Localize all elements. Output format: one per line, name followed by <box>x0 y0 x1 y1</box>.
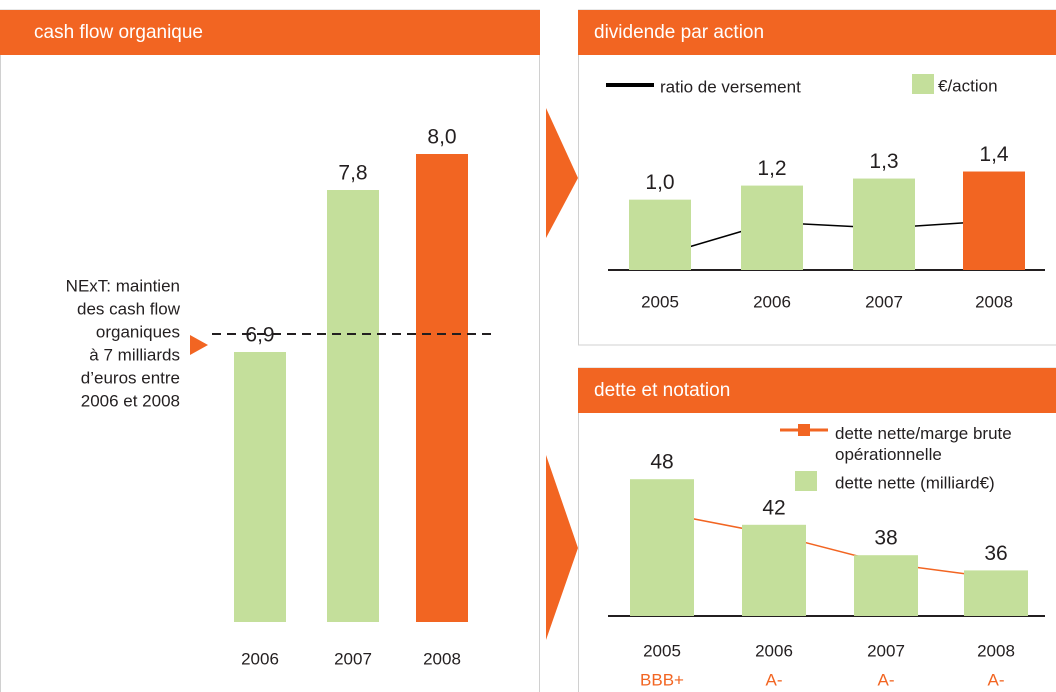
bar-value-label: 1,3 <box>869 150 898 173</box>
annotation: d’euros entre <box>81 368 180 387</box>
bar-value-label: 1,0 <box>645 171 674 194</box>
annotation: 2006 et 2008 <box>81 391 180 410</box>
bar-value-label: 6,9 <box>245 324 274 347</box>
bar <box>853 178 915 270</box>
x-tick-label: 2007 <box>867 641 905 660</box>
x-tick-label: 2006 <box>241 649 279 668</box>
bar <box>629 199 691 270</box>
bar <box>416 154 468 622</box>
bar-value-label: 36 <box>984 542 1007 565</box>
legend-label: dette nette (milliard€) <box>835 473 995 492</box>
bar-value-label: 48 <box>650 451 673 474</box>
arrow <box>546 108 578 238</box>
x-tick-label: 2007 <box>334 649 372 668</box>
line <box>661 511 997 579</box>
chart-title: dividende par action <box>594 22 764 43</box>
bar-value-label: 38 <box>874 527 897 550</box>
bar <box>327 190 379 622</box>
annotation: des cash flow <box>77 299 181 318</box>
legend-swatch <box>795 471 817 491</box>
legend-swatch <box>798 424 810 436</box>
chart-title: dette et notation <box>594 380 730 401</box>
x-tick-label: 2006 <box>753 292 791 311</box>
x-tick-label: 2008 <box>977 641 1015 660</box>
bar <box>963 171 1025 270</box>
legend-label: €/action <box>938 76 998 95</box>
legend-label-box: dette nette/marge brute opérationnelle <box>835 424 1012 464</box>
bar-value-label: 8,0 <box>427 126 456 149</box>
bar-value-label: 7,8 <box>338 162 367 185</box>
line <box>659 220 995 257</box>
x-tick-label: 2006 <box>755 641 793 660</box>
legend-label: ratio de versement <box>660 77 801 96</box>
rating: A- <box>766 670 783 689</box>
annotation: à 7 milliards <box>89 345 180 364</box>
bar <box>964 570 1028 616</box>
annotation: organiques <box>96 322 180 341</box>
rating: BBB+ <box>640 670 684 689</box>
rating: A- <box>878 670 895 689</box>
x-tick-label: 2005 <box>641 292 679 311</box>
chart-title: cash flow organique <box>34 22 203 43</box>
bar-value-label: 42 <box>762 496 785 519</box>
bar-value-label: 1,4 <box>979 143 1009 166</box>
legend-swatch <box>912 74 934 94</box>
x-tick-label: 2005 <box>643 641 681 660</box>
bar <box>234 352 286 622</box>
rating: A- <box>988 670 1005 689</box>
bar <box>741 185 803 270</box>
x-tick-label: 2008 <box>975 292 1013 311</box>
x-tick-label: 2007 <box>865 292 903 311</box>
bar <box>630 479 694 616</box>
x-tick-label: 2008 <box>423 649 461 668</box>
bar <box>854 555 918 616</box>
bar-value-label: 1,2 <box>757 157 786 180</box>
legend-label: dette nette/marge brute opérationnelle <box>835 424 1012 464</box>
bar <box>742 524 806 616</box>
panel-header <box>0 10 540 55</box>
annotation: NExT: maintien <box>66 276 180 295</box>
panel-header <box>578 10 1056 55</box>
annotation-marker <box>190 335 208 355</box>
arrow <box>546 455 578 640</box>
panel-header <box>578 368 1056 413</box>
